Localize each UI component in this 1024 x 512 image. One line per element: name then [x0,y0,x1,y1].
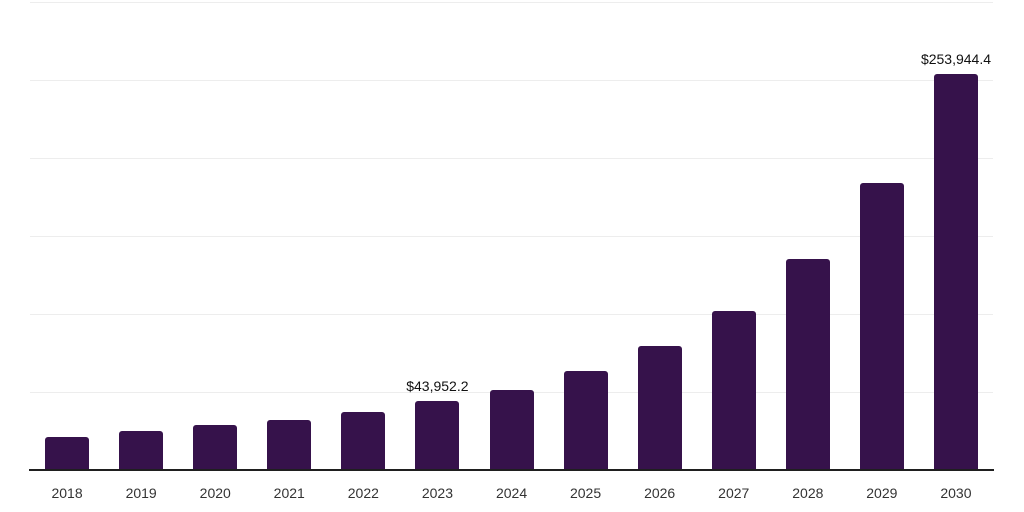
bar-2019 [119,430,164,470]
bar-2022 [341,411,386,470]
bar-2020 [193,425,238,470]
x-tick-label-2024: 2024 [495,485,528,501]
bar-2021 [267,419,312,470]
gridline-150000 [30,236,993,237]
x-tick-label-2030: 2030 [940,485,972,501]
x-tick-label-2018: 2018 [51,485,83,501]
gridline-200000 [30,158,993,159]
bar-2029 [859,183,904,470]
gridline-100000 [30,314,993,315]
bar-2030 [934,73,978,470]
x-tick-label-2028: 2028 [792,485,824,501]
x-tick-label-2019: 2019 [125,485,157,501]
x-tick-label-2029: 2029 [866,485,898,501]
x-axis-line [29,469,994,471]
x-tick-label-2027: 2027 [718,485,750,501]
x-tick-label-2021: 2021 [273,485,305,501]
x-tick-label-2023: 2023 [421,485,454,501]
bar-2028 [785,259,830,470]
bar-2025 [563,371,608,470]
x-tick-label-2025: 2025 [569,485,602,501]
gridline-250000 [30,80,993,81]
bar-2027 [711,311,756,470]
bar-2023 [415,401,460,470]
data-label-2030: $253,944.4 [920,50,992,67]
x-tick-label-2020: 2020 [199,485,231,501]
x-tick-label-2026: 2026 [644,485,676,501]
data-label-2023: $43,952.2 [406,378,469,395]
x-tick-label-2022: 2022 [347,485,379,501]
bar-2018 [45,436,89,470]
bar-2024 [489,389,534,470]
bar-2026 [637,346,682,470]
gridline-300000 [30,2,993,3]
